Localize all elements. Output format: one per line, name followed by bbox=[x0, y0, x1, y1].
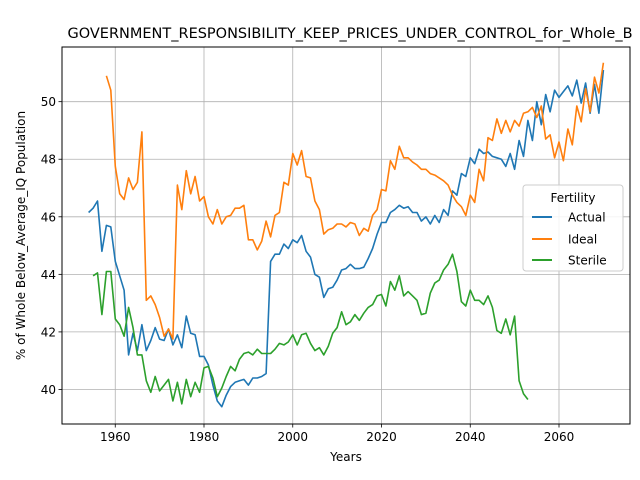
series-lines bbox=[88, 62, 605, 408]
x-axis-label: Years bbox=[329, 450, 362, 464]
y-tick-label: 48 bbox=[41, 153, 56, 167]
x-tick-label: 2060 bbox=[544, 430, 575, 444]
series-line-actual bbox=[88, 69, 605, 408]
x-tick-label: 2020 bbox=[366, 430, 397, 444]
x-tick-label: 2040 bbox=[455, 430, 486, 444]
y-tick-label: 50 bbox=[41, 95, 56, 109]
axis-ticks: 1960 1980 2000 2020 2040 2060 40 42 44 46 48 50 bbox=[41, 95, 575, 444]
series-line-ideal bbox=[105, 62, 605, 340]
y-tick-label: 42 bbox=[41, 325, 56, 339]
y-axis-label: % of Whole Below_Average_IQ Population bbox=[14, 111, 28, 360]
series-line-sterile bbox=[92, 253, 529, 405]
y-tick-label: 44 bbox=[41, 268, 56, 282]
x-tick-label: 1960 bbox=[100, 430, 131, 444]
x-tick-label: 1980 bbox=[189, 430, 220, 444]
chart-title: GOVERNMENT_RESPONSIBILITY_KEEP_PRICES_UN… bbox=[67, 26, 632, 42]
legend-box bbox=[522, 184, 624, 272]
plot-frame bbox=[61, 46, 631, 425]
legend-label-actual: Actual bbox=[568, 211, 606, 225]
legend: Fertility Actual Ideal Sterile bbox=[522, 184, 624, 272]
legend-title: Fertility bbox=[550, 191, 595, 205]
y-tick-label: 40 bbox=[41, 383, 56, 397]
legend-label-sterile: Sterile bbox=[568, 254, 607, 268]
legend-label-ideal: Ideal bbox=[568, 233, 597, 247]
x-tick-label: 2000 bbox=[277, 430, 308, 444]
y-tick-label: 46 bbox=[41, 210, 56, 224]
